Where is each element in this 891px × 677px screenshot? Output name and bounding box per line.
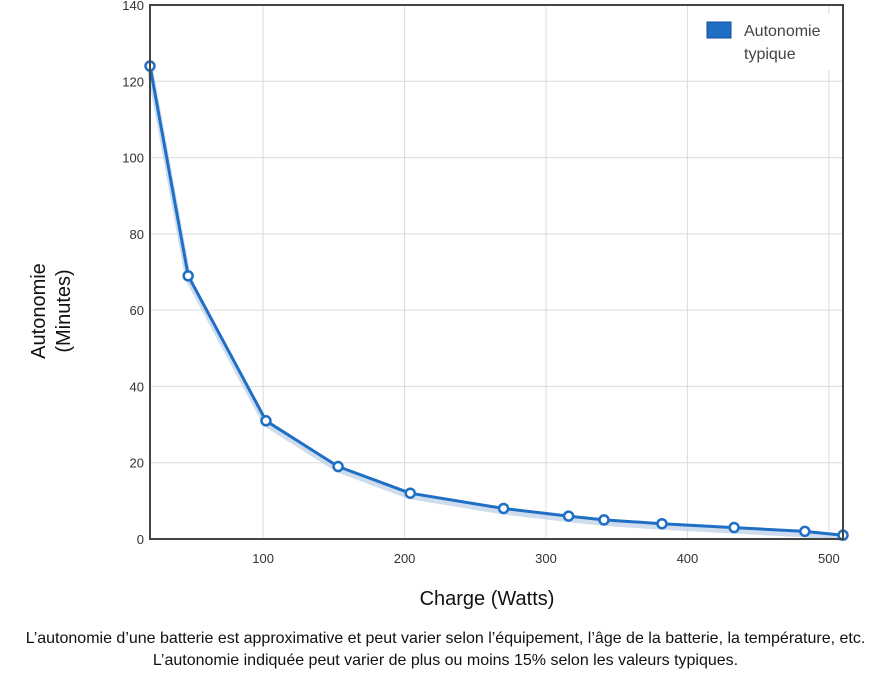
y-tick-label: 100: [122, 151, 144, 166]
y-tick-label: 80: [130, 227, 144, 242]
y-tick-label: 40: [130, 379, 144, 394]
y-tick-label: 140: [122, 0, 144, 13]
data-point: [656, 517, 668, 530]
data-point: [562, 510, 575, 522]
y-tick-label: 60: [130, 303, 144, 318]
y-tick-label: 120: [122, 74, 144, 89]
y-axis-title-line-2: (Minutes): [53, 269, 75, 352]
legend: Autonomie typique: [700, 14, 838, 70]
data-point: [497, 502, 510, 515]
legend-swatch: [706, 21, 732, 39]
x-tick-label: 500: [818, 551, 840, 566]
x-tick-label: 400: [677, 551, 699, 566]
x-tick-label: 300: [535, 551, 557, 566]
data-point: [182, 270, 194, 282]
x-axis-title: Charge (Watts): [420, 588, 555, 610]
caption: L’autonomie d’une batterie est approxima…: [25, 630, 866, 669]
plot-frame: [149, 4, 844, 540]
legend-label-line-1: Autonomie: [744, 23, 821, 40]
data-point: [260, 415, 272, 427]
y-axis-title-line-1: Autonomie: [28, 263, 50, 359]
y-tick-label: 0: [137, 532, 144, 547]
data-point: [728, 521, 740, 534]
data-point: [404, 487, 416, 499]
grid: [150, 4, 843, 540]
series-layer: [144, 60, 849, 542]
x-tick-label: 200: [394, 551, 416, 566]
series-line: [148, 65, 844, 537]
data-point: [799, 525, 811, 538]
legend-label-line-2: typique: [744, 46, 796, 63]
series-line-shadow: [147, 68, 844, 542]
data-point: [598, 514, 610, 526]
y-tick-label: 20: [130, 456, 144, 471]
y-axis-ticks: 0 20 40 60 80 100 120 140: [122, 0, 144, 547]
data-point: [332, 460, 344, 473]
x-tick-label: 100: [252, 551, 274, 566]
x-axis-ticks: 100 200 300 400 500: [252, 551, 839, 566]
